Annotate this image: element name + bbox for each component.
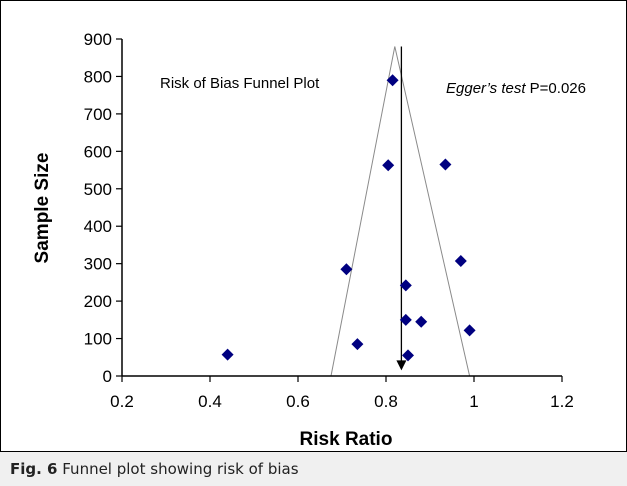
data-point — [221, 348, 234, 361]
y-tick-label: 100 — [84, 330, 112, 349]
funnel-outline — [330, 46, 471, 377]
y-axis-ticks: 0 100 200 300 400 500 600 700 800 900 — [84, 30, 122, 386]
egger-annotation: Egger’s test P=0.026 — [446, 80, 586, 97]
data-point — [463, 324, 476, 337]
x-axis-label: Risk Ratio — [300, 429, 393, 450]
y-tick-label: 700 — [84, 105, 112, 124]
data-points — [221, 74, 476, 362]
x-axis-ticks: 0.2 0.4 0.6 0.8 1 1.2 — [110, 376, 574, 411]
y-tick-label: 500 — [84, 180, 112, 199]
y-tick-label: 600 — [84, 142, 112, 161]
data-point — [382, 159, 395, 172]
funnel-lines — [330, 46, 471, 377]
y-tick-label: 900 — [84, 30, 112, 49]
figure-caption: Fig. 6 Funnel plot showing risk of bias — [0, 452, 627, 486]
data-point — [439, 158, 452, 171]
data-point — [351, 338, 364, 351]
data-point — [340, 263, 353, 276]
x-tick-label: 1 — [469, 392, 478, 411]
data-point — [454, 255, 467, 268]
y-axis-label: Sample Size — [32, 153, 53, 264]
data-point — [399, 279, 412, 292]
y-tick-label: 300 — [84, 255, 112, 274]
y-tick-label: 200 — [84, 292, 112, 311]
x-tick-label: 1.2 — [550, 392, 574, 411]
y-tick-label: 0 — [103, 367, 112, 386]
data-point — [386, 74, 399, 87]
egger-value: P=0.026 — [526, 80, 586, 97]
y-tick-label: 400 — [84, 217, 112, 236]
data-point — [399, 313, 412, 326]
x-tick-label: 0.4 — [198, 392, 222, 411]
data-point — [402, 349, 414, 362]
x-tick-label: 0.2 — [110, 392, 134, 411]
data-point — [415, 315, 428, 328]
figure-caption-label: Fig. 6 — [10, 460, 58, 478]
figure-caption-text: Funnel plot showing risk of bias — [57, 460, 299, 478]
egger-label: Egger’s test — [446, 80, 526, 97]
x-tick-label: 0.6 — [286, 392, 310, 411]
x-tick-label: 0.8 — [374, 392, 398, 411]
pooled-estimate-arrowhead — [396, 360, 407, 371]
chart-title: Risk of Bias Funnel Plot — [160, 75, 320, 92]
y-tick-label: 800 — [84, 67, 112, 86]
